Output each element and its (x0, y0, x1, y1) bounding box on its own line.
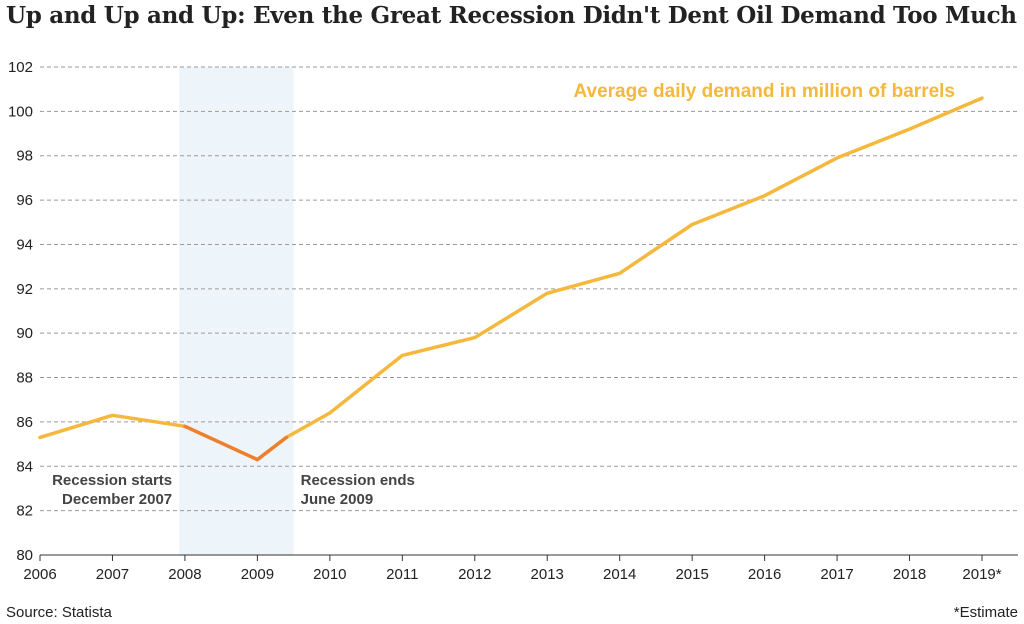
estimate-footnote: *Estimate (953, 604, 1018, 621)
y-tick-label: 100 (8, 103, 33, 120)
x-tick-label: 2013 (531, 566, 564, 583)
x-tick-label: 2012 (458, 566, 491, 583)
x-tick-label: 2018 (893, 566, 926, 583)
y-axis: 80 82 84 86 88 90 92 94 96 98 100 102 (8, 59, 33, 564)
y-tick-label: 86 (16, 414, 33, 431)
chart-title: Up and Up and Up: Even the Great Recessi… (6, 2, 1017, 29)
series-lines (38, 96, 984, 462)
y-tick-label: 82 (16, 503, 33, 520)
x-tick-label: 2008 (168, 566, 201, 583)
y-tick-label: 96 (16, 192, 33, 209)
source-note: Source: Statista (6, 604, 112, 621)
x-tick-label: 2006 (23, 566, 56, 583)
y-tick-label: 102 (8, 59, 33, 76)
recession-start-label: December 2007 (62, 491, 172, 508)
x-tick-label: 2009 (241, 566, 274, 583)
x-tick-label: 2015 (675, 566, 708, 583)
y-tick-label: 92 (16, 281, 33, 298)
series-label: Average daily demand in million of barre… (573, 81, 955, 102)
x-tick-label: 2016 (748, 566, 781, 583)
x-tick-label: 2019* (962, 566, 1001, 583)
y-tick-label: 94 (16, 236, 33, 253)
recession-band (179, 67, 294, 555)
x-axis: 2006 2007 2008 2009 2010 2011 2012 2013 2014 2015… (23, 555, 1002, 583)
recession-start-label: Recession starts (52, 472, 172, 489)
y-tick-label: 98 (16, 148, 33, 165)
recession-end-label: Recession ends (301, 472, 415, 489)
y-tick-label: 84 (16, 458, 33, 475)
recession-segment-line (183, 424, 289, 462)
x-tick-label: 2014 (603, 566, 636, 583)
x-tick-label: 2010 (313, 566, 346, 583)
y-tick-label: 90 (16, 325, 33, 342)
x-tick-label: 2007 (96, 566, 129, 583)
x-tick-label: 2017 (820, 566, 853, 583)
y-tick-label: 88 (16, 370, 33, 387)
y-tick-label: 80 (16, 547, 33, 564)
annotations: Average daily demand in million of barre… (52, 81, 955, 508)
grid-lines (40, 66, 1018, 512)
recession-end-label: June 2009 (301, 491, 374, 508)
x-tick-label: 2011 (386, 566, 418, 583)
